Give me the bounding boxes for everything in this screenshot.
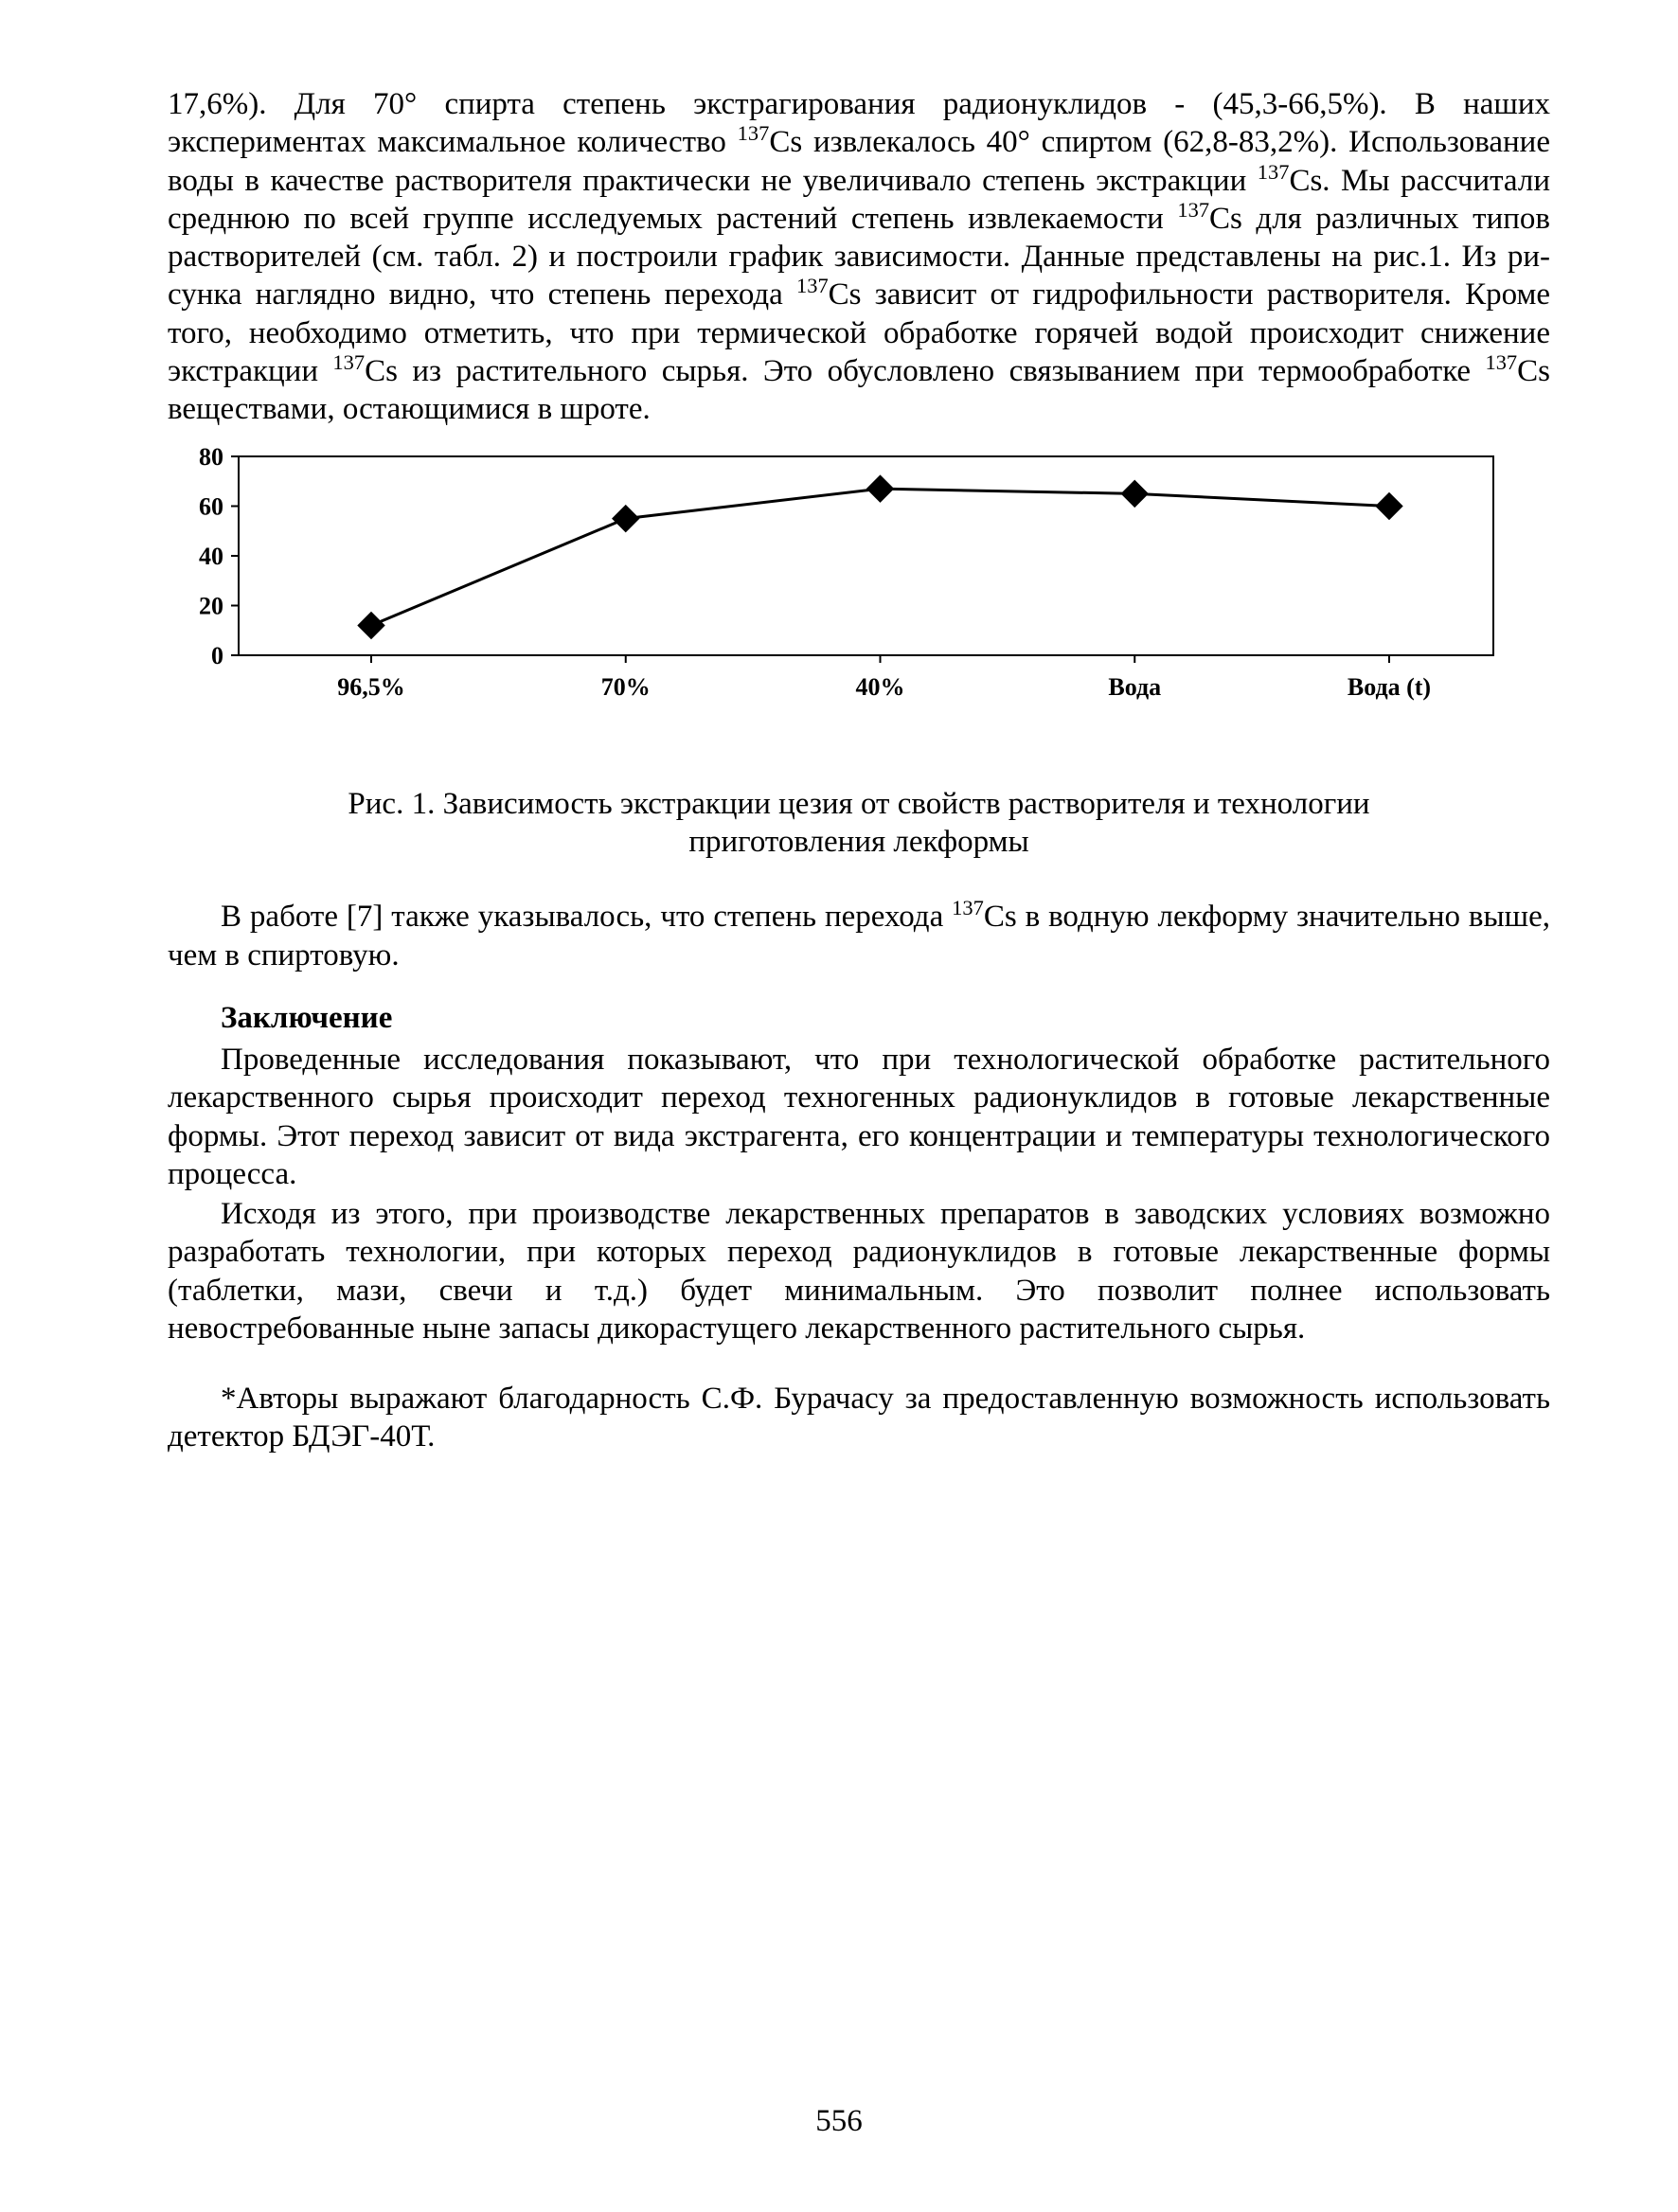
svg-text:0: 0 bbox=[211, 642, 223, 669]
svg-text:Вода (t): Вода (t) bbox=[1348, 673, 1431, 701]
svg-text:60: 60 bbox=[199, 493, 223, 521]
acknowledgment: *Авторы выражают благодарность С.Ф. Бура… bbox=[168, 1380, 1550, 1456]
conclusion-paragraph-2: Исходя из этого, при производстве лекарс… bbox=[168, 1195, 1550, 1347]
svg-text:20: 20 bbox=[199, 593, 223, 620]
page-number: 556 bbox=[0, 2102, 1678, 2140]
conclusion-heading: Заключение bbox=[168, 999, 1550, 1037]
figure-1-caption: Рис. 1. Зависимость экстракции цезия от … bbox=[281, 785, 1437, 863]
svg-text:80: 80 bbox=[199, 445, 223, 471]
svg-text:96,5%: 96,5% bbox=[337, 673, 405, 701]
svg-text:70%: 70% bbox=[601, 673, 651, 701]
svg-text:40: 40 bbox=[199, 543, 223, 570]
conclusion-paragraph-1: Проведенные исследования показывают, что… bbox=[168, 1041, 1550, 1193]
svg-text:40%: 40% bbox=[856, 673, 905, 701]
after-caption-paragraph: В работе [7] также указывалось, что степ… bbox=[168, 898, 1550, 974]
svg-text:Вода: Вода bbox=[1108, 673, 1161, 701]
figure-1-chart: 0 20 40 60 80 96,5% 70% 40% Вода Вода (t) bbox=[158, 445, 1541, 748]
intro-paragraph: 17,6%). Для 70° спирта степень экстрагир… bbox=[168, 85, 1550, 428]
